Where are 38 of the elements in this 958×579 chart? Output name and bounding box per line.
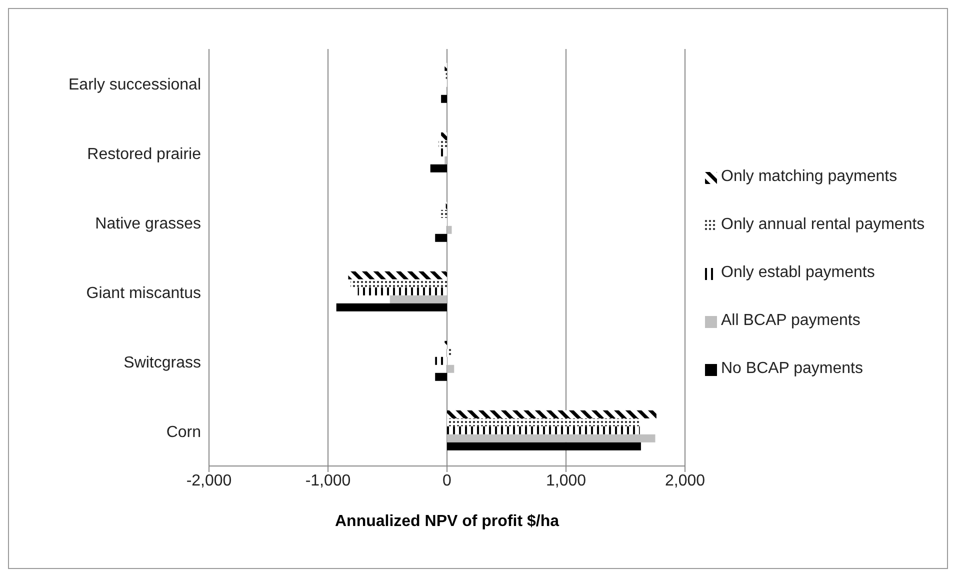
bar [358, 287, 447, 296]
bar [447, 434, 656, 442]
bar [447, 348, 452, 357]
bar [447, 426, 640, 434]
bar [447, 418, 640, 426]
bar [447, 226, 452, 234]
bar [447, 364, 454, 373]
legend-label: Only annual rental payments [721, 216, 925, 234]
bar [430, 164, 447, 172]
bar [441, 210, 447, 218]
y-tick-label: Switcgrass [124, 354, 201, 372]
y-tick-label: Giant miscantus [86, 284, 201, 302]
bar [336, 303, 447, 312]
x-tick-label: 1,000 [546, 472, 586, 490]
bar [441, 94, 447, 103]
y-tick-label: Corn [166, 424, 201, 441]
y-tick-label: Restored prairie [87, 146, 202, 163]
bar [435, 234, 447, 242]
y-tick-label: Early successional [68, 76, 201, 94]
bar [441, 132, 447, 140]
bar [438, 140, 447, 148]
x-tick-label: 2,000 [664, 472, 706, 490]
legend-label: No BCAP payments [721, 360, 863, 378]
bar [447, 442, 641, 450]
legend-label: Only matching payments [721, 168, 898, 186]
legend-label: Only establ payments [721, 264, 875, 282]
bar [435, 356, 447, 365]
x-tick-label: -2,000 [186, 472, 232, 490]
y-tick-label: Native grasses [95, 215, 201, 232]
bar [390, 295, 447, 304]
legend-label: All BCAP payments [721, 312, 860, 330]
bar [435, 372, 447, 381]
x-tick-label: 0 [442, 472, 452, 490]
bar [348, 271, 447, 280]
x-axis-title: Annualized NPV of profit $/ha [334, 513, 560, 530]
x-tick-label: -1,000 [305, 472, 351, 490]
bar [350, 279, 447, 288]
bar [447, 410, 656, 418]
